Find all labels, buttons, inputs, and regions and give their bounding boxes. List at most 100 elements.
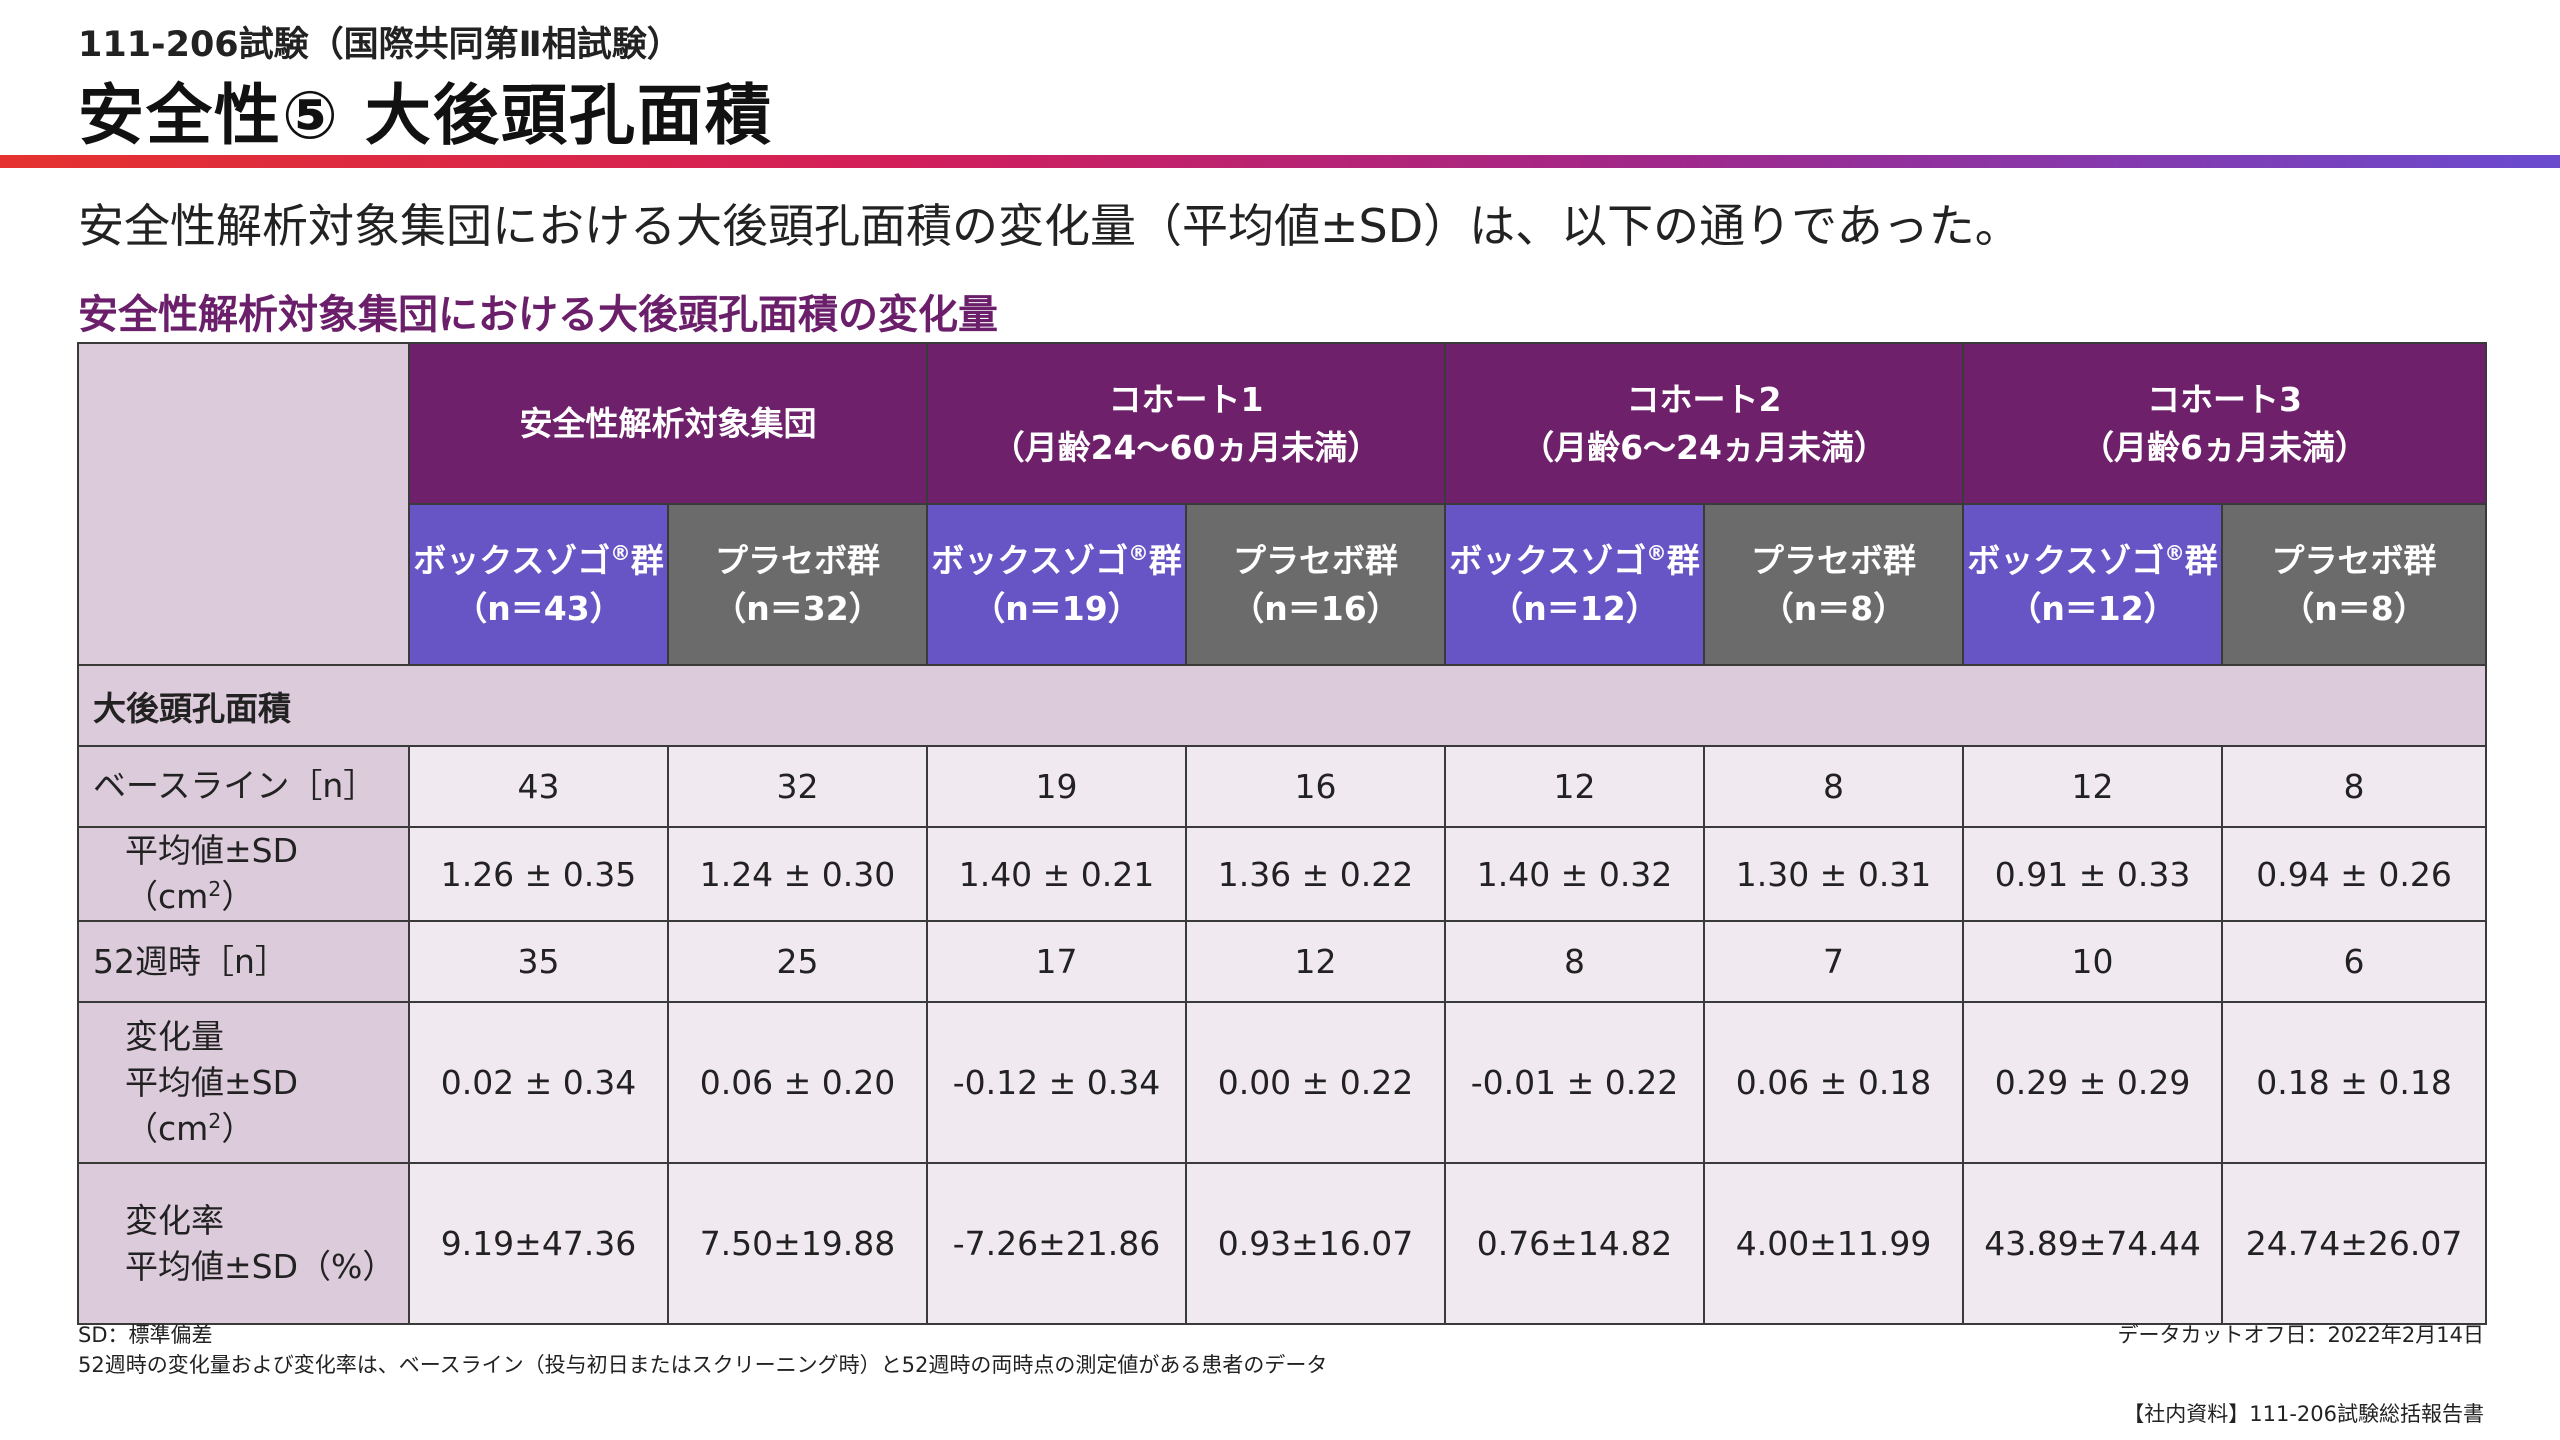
value-cell: 12 xyxy=(1962,745,2224,828)
value-cell: 1.26 ± 0.35 xyxy=(408,825,669,923)
data-rows: ベースライン［n］ 43 32 19 16 12 8 12 8 平均値±SD（cm2） 1.26 ±… xyxy=(77,745,2488,1326)
value-cell: 12 xyxy=(1184,920,1447,1004)
value-cell: 8 xyxy=(1444,920,1706,1004)
placebo-group-header: プラセボ群 （n＝32） xyxy=(667,503,928,666)
value-cell: 1.30 ± 0.31 xyxy=(1703,825,1965,923)
value-cell: 0.06 ± 0.18 xyxy=(1703,1001,1965,1165)
group-n: （n＝8） xyxy=(1760,588,1907,628)
data-cutoff-date: データカットオフ日：2022年2月14日 xyxy=(2117,1323,2484,1347)
table-row: ベースライン［n］ 43 32 19 16 12 8 12 8 xyxy=(77,745,2488,828)
group-suffix: 群 xyxy=(1666,540,1700,580)
value-cell: 43 xyxy=(408,745,669,828)
group-n: （n＝32） xyxy=(713,588,882,628)
value-cell: 25 xyxy=(667,920,928,1004)
group-name: ボックスゾゴ xyxy=(1967,540,2165,580)
row-label-line1: 52週時［n］ xyxy=(93,941,288,981)
group-n: （n＝12） xyxy=(1490,588,1659,628)
corner-cell xyxy=(77,342,410,666)
row-label-line2: 平均値±SD（cm xyxy=(125,1062,299,1148)
drug-group-header: ボックスゾゴ®群 （n＝19） xyxy=(926,503,1187,666)
value-cell: 17 xyxy=(926,920,1187,1004)
cohort-name: コホート2 xyxy=(1626,379,1782,419)
value-cell: -7.26±21.86 xyxy=(926,1162,1187,1326)
drug-group-header: ボックスゾゴ®群 （n＝12） xyxy=(1962,503,2224,666)
value-cell: 8 xyxy=(2221,745,2488,828)
cohort-header: コホート3 （月齢6ヵ月未満） xyxy=(1962,342,2488,505)
placebo-group-header: プラセボ群 （n＝8） xyxy=(1703,503,1965,666)
row-label: 平均値±SD（cm2） xyxy=(77,825,410,923)
group-name: ボックスゾゴ xyxy=(931,540,1129,580)
row-label-line1: 変化率 xyxy=(125,1200,224,1240)
unit-superscript: 2 xyxy=(208,1108,222,1133)
cohort-header-row: 安全性解析対象集団 コホート1 （月齢24〜60ヵ月未満） コホート2 （月齢6〜2… xyxy=(77,342,2488,666)
value-cell: 0.76±14.82 xyxy=(1444,1162,1706,1326)
group-n: （n＝16） xyxy=(1231,588,1400,628)
value-cell: 24.74±26.07 xyxy=(2221,1162,2488,1326)
row-label-end: ） xyxy=(221,877,255,917)
group-name: ボックスゾゴ xyxy=(413,540,611,580)
group-suffix: 群 xyxy=(630,540,664,580)
study-label: 111-206試験（国際共同第Ⅱ相試験） xyxy=(78,25,682,65)
footnote-abbreviation: SD：標準偏差 xyxy=(78,1323,213,1347)
group-n: （n＝43） xyxy=(454,588,623,628)
cohort-name: 安全性解析対象集団 xyxy=(519,403,817,443)
group-name: プラセボ群 xyxy=(715,540,880,580)
cohort-name: コホート3 xyxy=(2147,379,2303,419)
cohort-age: （月齢6〜24ヵ月未満） xyxy=(1521,427,1887,467)
footnote-note: 52週時の変化量および変化率は、ベースライン（投与初日またはスクリーニング時）と… xyxy=(78,1353,1328,1377)
section-label: 大後頭孔面積 xyxy=(76,664,2488,747)
placebo-group-header: プラセボ群 （n＝16） xyxy=(1184,503,1447,666)
row-label-line2: 平均値±SD（%） xyxy=(125,1246,396,1286)
group-n: （n＝19） xyxy=(972,588,1141,628)
accent-divider xyxy=(0,155,2560,168)
summary-text: 安全性解析対象集団における大後頭孔面積の変化量（平均値±SD）は、以下の通りであ… xyxy=(78,199,2021,253)
row-label-end: ） xyxy=(221,1108,255,1148)
group-suffix: 群 xyxy=(2184,540,2218,580)
value-cell: 4.00±11.99 xyxy=(1703,1162,1965,1326)
value-cell: -0.12 ± 0.34 xyxy=(926,1001,1187,1165)
value-cell: 12 xyxy=(1444,745,1706,828)
value-cell: 35 xyxy=(408,920,669,1004)
registered-mark: ® xyxy=(610,540,631,565)
table-row: 52週時［n］ 35 25 17 12 8 7 10 6 xyxy=(77,920,2488,1004)
foramen-magnum-table: 安全性解析対象集団 コホート1 （月齢24〜60ヵ月未満） コホート2 （月齢6〜2… xyxy=(76,342,2488,1326)
table-title: 安全性解析対象集団における大後頭孔面積の変化量 xyxy=(78,292,998,338)
table-row: 変化率 平均値±SD（%） 9.19±47.36 7.50±19.88 -7.26±21… xyxy=(77,1162,2488,1326)
group-name: プラセボ群 xyxy=(1233,540,1398,580)
value-cell: -0.01 ± 0.22 xyxy=(1444,1001,1706,1165)
value-cell: 1.40 ± 0.21 xyxy=(926,825,1187,923)
value-cell: 0.00 ± 0.22 xyxy=(1184,1001,1447,1165)
value-cell: 0.91 ± 0.33 xyxy=(1962,825,2224,923)
page-title: 安全性⑤ 大後頭孔面積 xyxy=(78,77,773,154)
value-cell: 0.29 ± 0.29 xyxy=(1962,1001,2224,1165)
row-label: ベースライン［n］ xyxy=(77,745,410,828)
cohort-age: （月齢24〜60ヵ月未満） xyxy=(991,427,1381,467)
drug-group-header: ボックスゾゴ®群 （n＝43） xyxy=(408,503,669,666)
placebo-group-header: プラセボ群 （n＝8） xyxy=(2221,503,2488,666)
value-cell: 1.36 ± 0.22 xyxy=(1184,825,1447,923)
value-cell: 10 xyxy=(1962,920,2224,1004)
value-cell: 19 xyxy=(926,745,1187,828)
unit-superscript: 2 xyxy=(208,877,222,902)
value-cell: 7.50±19.88 xyxy=(667,1162,928,1326)
row-label: 変化率平均値±SD（%） xyxy=(77,1162,410,1326)
value-cell: 7 xyxy=(1703,920,1965,1004)
value-cell: 1.24 ± 0.30 xyxy=(667,825,928,923)
row-label-line1: 平均値±SD（cm xyxy=(125,831,299,917)
group-n: （n＝12） xyxy=(2008,588,2177,628)
value-cell: 0.06 ± 0.20 xyxy=(667,1001,928,1165)
value-cell: 9.19±47.36 xyxy=(408,1162,669,1326)
value-cell: 16 xyxy=(1184,745,1447,828)
value-cell: 43.89±74.44 xyxy=(1962,1162,2224,1326)
row-label-line1: ベースライン［n］ xyxy=(93,766,377,806)
registered-mark: ® xyxy=(1128,540,1149,565)
table-row: 平均値±SD（cm2） 1.26 ± 0.35 1.24 ± 0.30 1.40 ± … xyxy=(77,825,2488,923)
value-cell: 6 xyxy=(2221,920,2488,1004)
drug-group-header: ボックスゾゴ®群 （n＝12） xyxy=(1444,503,1706,666)
value-cell: 8 xyxy=(1703,745,1965,828)
value-cell: 32 xyxy=(667,745,928,828)
group-header-row: ボックスゾゴ®群 （n＝43） プラセボ群 （n＝32） ボックスゾゴ®群 （n＝19）プ… xyxy=(78,503,2488,666)
registered-mark: ® xyxy=(2164,540,2185,565)
cohort-header: コホート1 （月齢24〜60ヵ月未満） xyxy=(925,342,1447,505)
value-cell: 0.02 ± 0.34 xyxy=(408,1001,669,1165)
